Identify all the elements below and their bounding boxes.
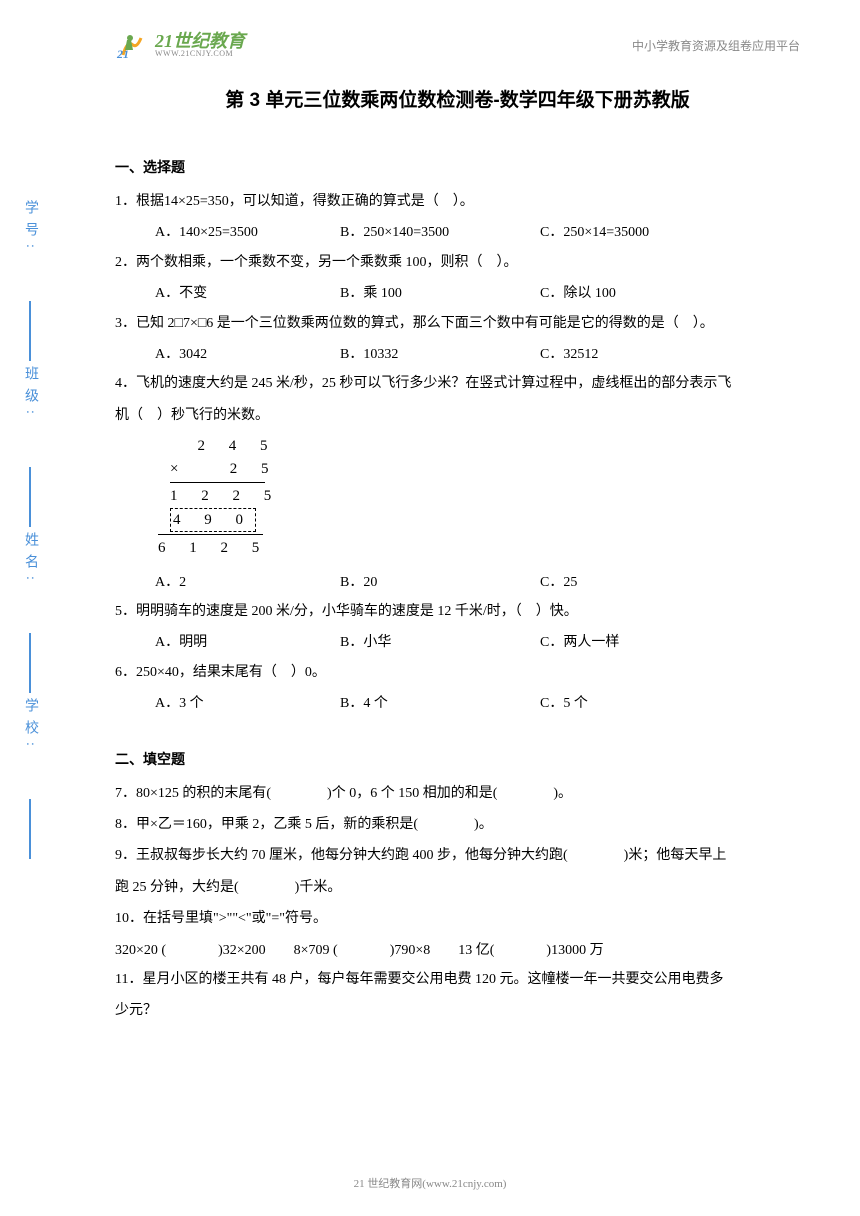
calc-r4-wrap: 4 9 0 <box>170 508 800 533</box>
tab-divider <box>29 799 31 859</box>
q2-options: A．不变 B．乘 100 C．除以 100 <box>115 279 800 308</box>
q7: 7．80×125 的积的末尾有( )个 0，6 个 150 相加的和是( )。 <box>115 779 800 808</box>
tab-label: 姓名: <box>20 532 40 588</box>
q1-text: 1．根据14×25=350，可以知道，得数正确的算式是（ ）。 <box>115 187 800 216</box>
q5-opt-a: A．明明 <box>155 628 340 657</box>
calc-r5: 6 1 2 5 <box>158 537 800 560</box>
footer: 21 世纪教育网(www.21cnjy.com) <box>0 1175 860 1191</box>
tab-school: 学校: <box>20 698 40 754</box>
q8: 8．甲×乙＝160，甲乘 2，乙乘 5 后，新的乘积是( )。 <box>115 810 800 839</box>
q3-opt-a: A．3042 <box>155 340 340 369</box>
calc-vertical: 2 4 5 × 2 5 1 2 2 5 4 9 0 6 1 2 5 <box>115 435 800 560</box>
tab-divider <box>29 633 31 693</box>
q6-options: A．3 个 B．4 个 C．5 个 <box>115 689 800 718</box>
tab-divider <box>29 301 31 361</box>
q2-text: 2．两个数相乘，一个乘数不变，另一个乘数乘 100，则积（ ）。 <box>115 248 800 277</box>
q10b: 320×20 ( )32×200 8×709 ( )790×8 13 亿( )1… <box>115 936 800 965</box>
q4-opt-b: B．20 <box>340 568 540 597</box>
side-tab: 学号: 班级: 姓名: 学校: <box>0 0 60 1216</box>
q6-opt-c: C．5 个 <box>540 689 720 718</box>
q3-text: 3．已知 2□7×□6 是一个三位数乘两位数的算式，那么下面三个数中有可能是它的… <box>115 309 800 338</box>
q3-opt-c: C．32512 <box>540 340 720 369</box>
q2-opt-a: A．不变 <box>155 279 340 308</box>
q4-text2: 机（ ）秒飞行的米数。 <box>115 401 800 430</box>
calc-line2 <box>158 534 263 535</box>
tab-name: 姓名: <box>20 532 40 588</box>
header-right-text: 中小学教育资源及组卷应用平台 <box>632 37 800 54</box>
tab-label: 学号: <box>20 200 40 256</box>
q6-opt-a: A．3 个 <box>155 689 340 718</box>
tab-label: 学校: <box>20 698 40 754</box>
logo-text: 21世纪教育 WWW.21CNJY.COM <box>155 32 245 58</box>
q1-options: A．140×25=3500 B．250×140=3500 C．250×14=35… <box>115 218 800 247</box>
q9a: 9．王叔叔每步长大约 70 厘米，他每分钟大约跑 400 步，他每分钟大约跑( … <box>115 841 800 870</box>
q1-opt-a: A．140×25=3500 <box>155 218 340 247</box>
tab-student-id: 学号: <box>20 200 40 256</box>
q5-opt-b: B．小华 <box>340 628 540 657</box>
q10a: 10．在括号里填">""<"或"="符号。 <box>115 904 800 933</box>
q6-text: 6．250×40，结果末尾有（ ）0。 <box>115 658 800 687</box>
logo-icon: 21 <box>115 30 150 60</box>
q3-opt-b: B．10332 <box>340 340 540 369</box>
q10b-2: )32×200 8×709 ( <box>218 943 338 958</box>
logo-sub-text: WWW.21CNJY.COM <box>155 50 245 58</box>
q1-opt-c: C．250×14=35000 <box>540 218 720 247</box>
q5-options: A．明明 B．小华 C．两人一样 <box>115 628 800 657</box>
q11b: 少元？ <box>115 996 800 1025</box>
q10b-1: 320×20 ( <box>115 943 166 958</box>
q3-options: A．3042 B．10332 C．32512 <box>115 340 800 369</box>
svg-text:21: 21 <box>116 47 129 60</box>
calc-dashed: 4 9 0 <box>170 508 256 533</box>
logo-main-text: 21世纪教育 <box>155 32 245 50</box>
logo: 21 21世纪教育 WWW.21CNJY.COM <box>115 30 245 60</box>
q10b-3: )790×8 13 亿( <box>390 943 495 958</box>
q2-opt-c: C．除以 100 <box>540 279 720 308</box>
tab-label: 班级: <box>20 366 40 422</box>
section1-heading: 一、选择题 <box>115 157 800 177</box>
q1-opt-b: B．250×140=3500 <box>340 218 540 247</box>
q11a: 11．星月小区的楼王共有 48 户，每户每年需要交公用电费 120 元。这幢楼一… <box>115 965 800 994</box>
q5-opt-c: C．两人一样 <box>540 628 720 657</box>
calc-r1: 2 4 5 <box>170 435 800 458</box>
q5-text: 5．明明骑车的速度是 200 米/分，小华骑车的速度是 12 千米/时，（ ）快… <box>115 597 800 626</box>
header: 21 21世纪教育 WWW.21CNJY.COM 中小学教育资源及组卷应用平台 <box>115 30 800 60</box>
calc-r3: 1 2 2 5 <box>170 485 800 508</box>
tab-divider <box>29 467 31 527</box>
q4-text1: 4．飞机的速度大约是 245 米/秒，25 秒可以飞行多少米？在竖式计算过程中，… <box>115 369 800 398</box>
q2-opt-b: B．乘 100 <box>340 279 540 308</box>
q9b: 跑 25 分钟，大约是( )千米。 <box>115 873 800 902</box>
page-content: 21 21世纪教育 WWW.21CNJY.COM 中小学教育资源及组卷应用平台 … <box>75 0 860 1048</box>
q6-opt-b: B．4 个 <box>340 689 540 718</box>
q4-opt-a: A．2 <box>155 568 340 597</box>
calc-line1 <box>170 482 265 483</box>
tab-class: 班级: <box>20 366 40 422</box>
q10b-4: )13000 万 <box>546 943 603 958</box>
page-title: 第 3 单元三位数乘两位数检测卷-数学四年级下册苏教版 <box>115 85 800 112</box>
q4-opt-c: C．25 <box>540 568 720 597</box>
calc-r2: × 2 5 <box>170 458 800 481</box>
q4-options: A．2 B．20 C．25 <box>115 568 800 597</box>
section2-heading: 二、填空题 <box>115 749 800 769</box>
